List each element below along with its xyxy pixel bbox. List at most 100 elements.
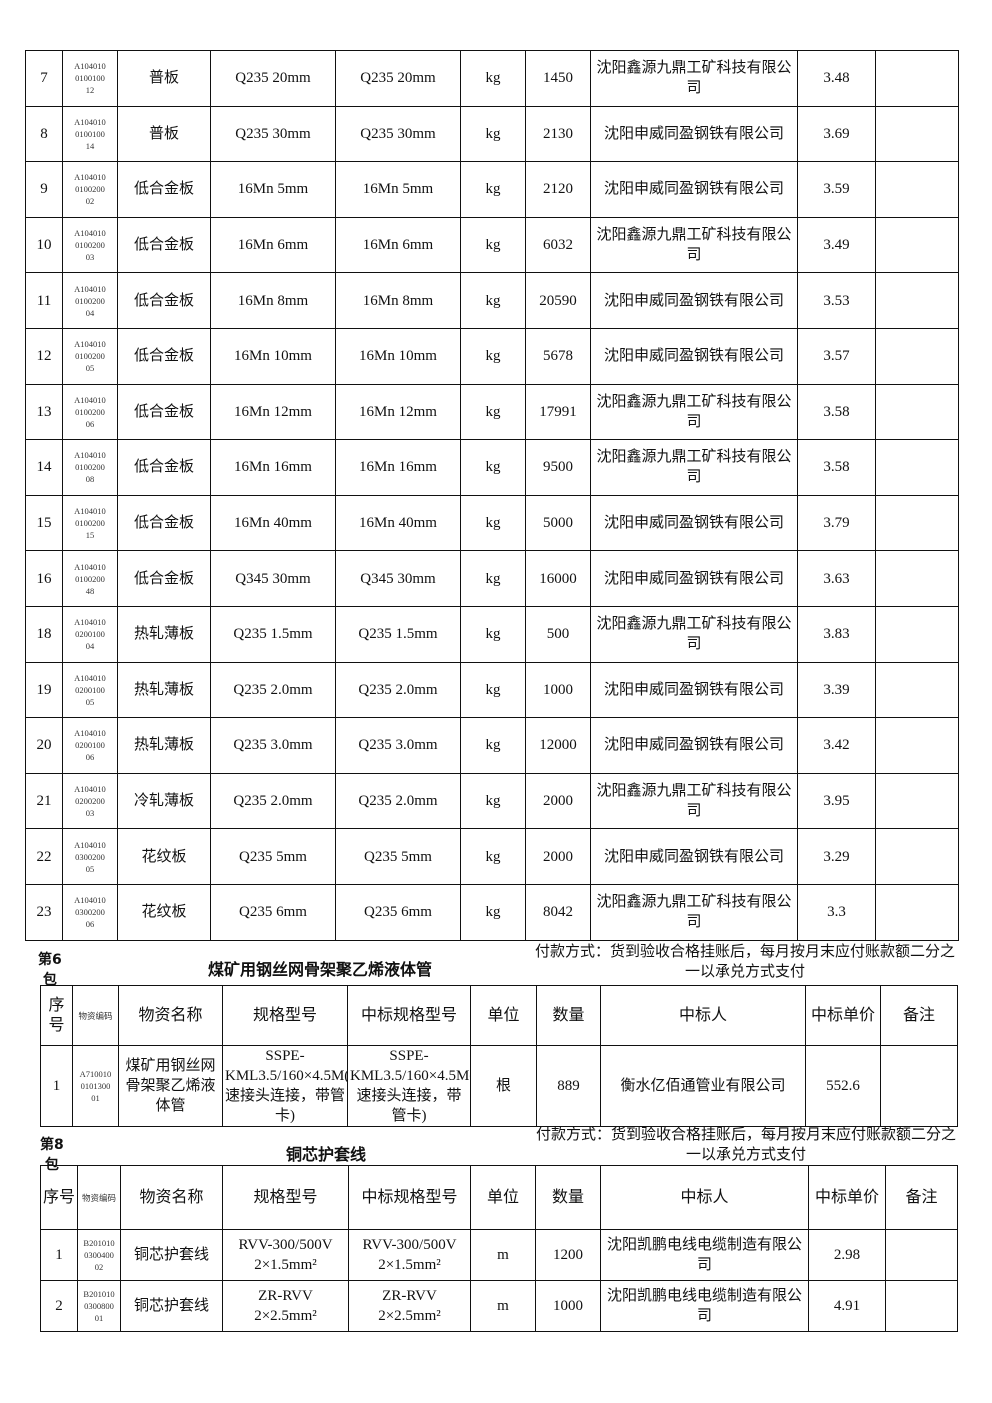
cell-quantity: 2000 xyxy=(525,772,591,830)
cell-quantity: 9500 xyxy=(525,439,591,496)
header-material-code: 物资编码 xyxy=(77,1165,121,1230)
header-material-name: 物资名称 xyxy=(118,985,223,1046)
cell-winning-bidder: 衡水亿佰通管业有限公司 xyxy=(600,1045,806,1127)
cell-winning-spec: 16Mn 40mm xyxy=(335,494,461,552)
table-row: 20 A104010 0200100 06 热轧薄板 Q235 3.0mm Q235 3… xyxy=(25,717,959,774)
cell-remarks xyxy=(875,327,959,385)
cell-seq: 16 xyxy=(25,550,63,607)
cell-unit: kg xyxy=(460,327,526,385)
cell-seq: 8 xyxy=(25,105,63,163)
cell-material-name: 热轧薄板 xyxy=(117,717,211,774)
cell-material-code: A104010 0200200 03 xyxy=(62,772,118,830)
cell-remarks xyxy=(875,216,959,274)
cell-quantity: 889 xyxy=(536,1045,601,1127)
cell-unit: kg xyxy=(460,439,526,496)
cell-winning-spec: Q235 2.0mm xyxy=(335,661,461,719)
cell-quantity: 16000 xyxy=(525,550,591,607)
cell-material-name: 低合金板 xyxy=(117,383,211,441)
header-seq: 序号 xyxy=(40,1165,78,1230)
cell-winning-spec: Q235 6mm xyxy=(335,883,461,941)
cell-unit-price: 3.95 xyxy=(797,772,876,830)
cell-unit-price: 3.39 xyxy=(797,661,876,719)
cell-seq: 12 xyxy=(25,327,63,385)
header-winning-spec: 中标规格型号 xyxy=(347,985,471,1046)
cell-winning-bidder: 沈阳申威同盈钢铁有限公司 xyxy=(590,494,798,552)
cell-unit-price: 3.79 xyxy=(797,494,876,552)
cell-remarks xyxy=(875,550,959,607)
cell-unit: kg xyxy=(460,216,526,274)
cell-unit: kg xyxy=(460,383,526,441)
cell-winning-spec: Q235 5mm xyxy=(335,828,461,885)
cell-seq: 9 xyxy=(25,161,63,218)
cell-quantity: 17991 xyxy=(525,383,591,441)
header-unit-price: 中标单价 xyxy=(805,985,881,1046)
cell-unit-price: 3.57 xyxy=(797,327,876,385)
header-spec: 规格型号 xyxy=(222,1165,349,1230)
cell-unit-price: 552.6 xyxy=(805,1045,881,1127)
cell-winning-spec: Q345 30mm xyxy=(335,550,461,607)
cell-unit-price: 4.91 xyxy=(808,1280,886,1332)
cell-remarks xyxy=(875,828,959,885)
cell-unit: kg xyxy=(460,161,526,218)
cell-material-code: A104010 0100100 14 xyxy=(62,105,118,163)
cell-seq: 15 xyxy=(25,494,63,552)
cell-material-name: 热轧薄板 xyxy=(117,605,211,663)
cell-material-code: A710010 0101300 01 xyxy=(72,1045,119,1127)
cell-material-code: A104010 0100200 02 xyxy=(62,161,118,218)
table-row: 1 B201010 0300400 02 铜芯护套线 RVV-300/500V 2×1… xyxy=(40,1229,958,1281)
cell-spec: 16Mn 10mm xyxy=(210,327,336,385)
cell-quantity: 1000 xyxy=(535,1280,601,1332)
cell-material-name: 低合金板 xyxy=(117,494,211,552)
cell-winning-bidder: 沈阳申威同盈钢铁有限公司 xyxy=(590,550,798,607)
header-winning-spec: 中标规格型号 xyxy=(348,1165,471,1230)
table-row: 12 A104010 0100200 05 低合金板 16Mn 10mm 16Mn 10… xyxy=(25,327,959,385)
header-remarks: 备注 xyxy=(880,985,958,1046)
cell-remarks xyxy=(875,439,959,496)
cell-winning-bidder: 沈阳申威同盈钢铁有限公司 xyxy=(590,272,798,329)
cell-quantity: 1450 xyxy=(525,50,591,107)
cell-winning-bidder: 沈阳鑫源九鼎工矿科技有限公司 xyxy=(590,383,798,441)
cell-unit: kg xyxy=(460,605,526,663)
cell-material-code: B201010 0300800 01 xyxy=(77,1280,121,1332)
package-8-table: 序号 物资编码 物资名称 规格型号 中标规格型号 单位 数量 中标人 中标单价 备注 1 B2010… xyxy=(40,1165,958,1332)
cell-winning-spec: Q235 20mm xyxy=(335,50,461,107)
header-row: 序号 物资编码 物资名称 规格型号 中标规格型号 单位 数量 中标人 中标单价 备注 xyxy=(40,1165,958,1230)
header-material-code: 物资编码 xyxy=(72,985,119,1046)
cell-material-name: 低合金板 xyxy=(117,272,211,329)
header-unit-price: 中标单价 xyxy=(808,1165,886,1230)
cell-spec: 16Mn 16mm xyxy=(210,439,336,496)
cell-winning-spec: RVV-300/500V 2×1.5mm² xyxy=(348,1229,471,1281)
cell-spec: RVV-300/500V 2×1.5mm² xyxy=(222,1229,349,1281)
cell-unit-price: 3.58 xyxy=(797,383,876,441)
cell-remarks xyxy=(875,105,959,163)
cell-seq: 11 xyxy=(25,272,63,329)
table-row: 23 A104010 0300200 06 花纹板 Q235 6mm Q235 6mm k… xyxy=(25,883,959,941)
cell-remarks xyxy=(880,1045,958,1127)
cell-material-name: 普板 xyxy=(117,50,211,107)
cell-unit: kg xyxy=(460,717,526,774)
header-material-name: 物资名称 xyxy=(120,1165,223,1230)
table-row: 19 A104010 0200100 05 热轧薄板 Q235 2.0mm Q235 2… xyxy=(25,661,959,719)
cell-material-name: 普板 xyxy=(117,105,211,163)
cell-unit-price: 3.3 xyxy=(797,883,876,941)
cell-quantity: 1000 xyxy=(525,661,591,719)
cell-winning-spec: 16Mn 6mm xyxy=(335,216,461,274)
cell-winning-spec: 16Mn 5mm xyxy=(335,161,461,218)
cell-material-code: A104010 0100200 05 xyxy=(62,327,118,385)
cell-unit-price: 3.59 xyxy=(797,161,876,218)
cell-seq: 23 xyxy=(25,883,63,941)
cell-winning-bidder: 沈阳凯鹏电线电缆制造有限公司 xyxy=(600,1229,809,1281)
cell-spec: ZR-RVV 2×2.5mm² xyxy=(222,1280,349,1332)
table-row: 15 A104010 0100200 15 低合金板 16Mn 40mm 16Mn 40… xyxy=(25,494,959,552)
cell-quantity: 2130 xyxy=(525,105,591,163)
table-row: 11 A104010 0100200 04 低合金板 16Mn 8mm 16Mn 8mm… xyxy=(25,272,959,329)
cell-unit-price: 3.53 xyxy=(797,272,876,329)
cell-unit: m xyxy=(470,1280,536,1332)
cell-remarks xyxy=(875,605,959,663)
cell-winning-bidder: 沈阳申威同盈钢铁有限公司 xyxy=(590,327,798,385)
table-row: 9 A104010 0100200 02 低合金板 16Mn 5mm 16Mn 5mm k… xyxy=(25,161,959,218)
header-quantity: 数量 xyxy=(535,1165,601,1230)
cell-winning-spec: Q235 2.0mm xyxy=(335,772,461,830)
cell-quantity: 1200 xyxy=(535,1229,601,1281)
cell-winning-spec: Q235 1.5mm xyxy=(335,605,461,663)
